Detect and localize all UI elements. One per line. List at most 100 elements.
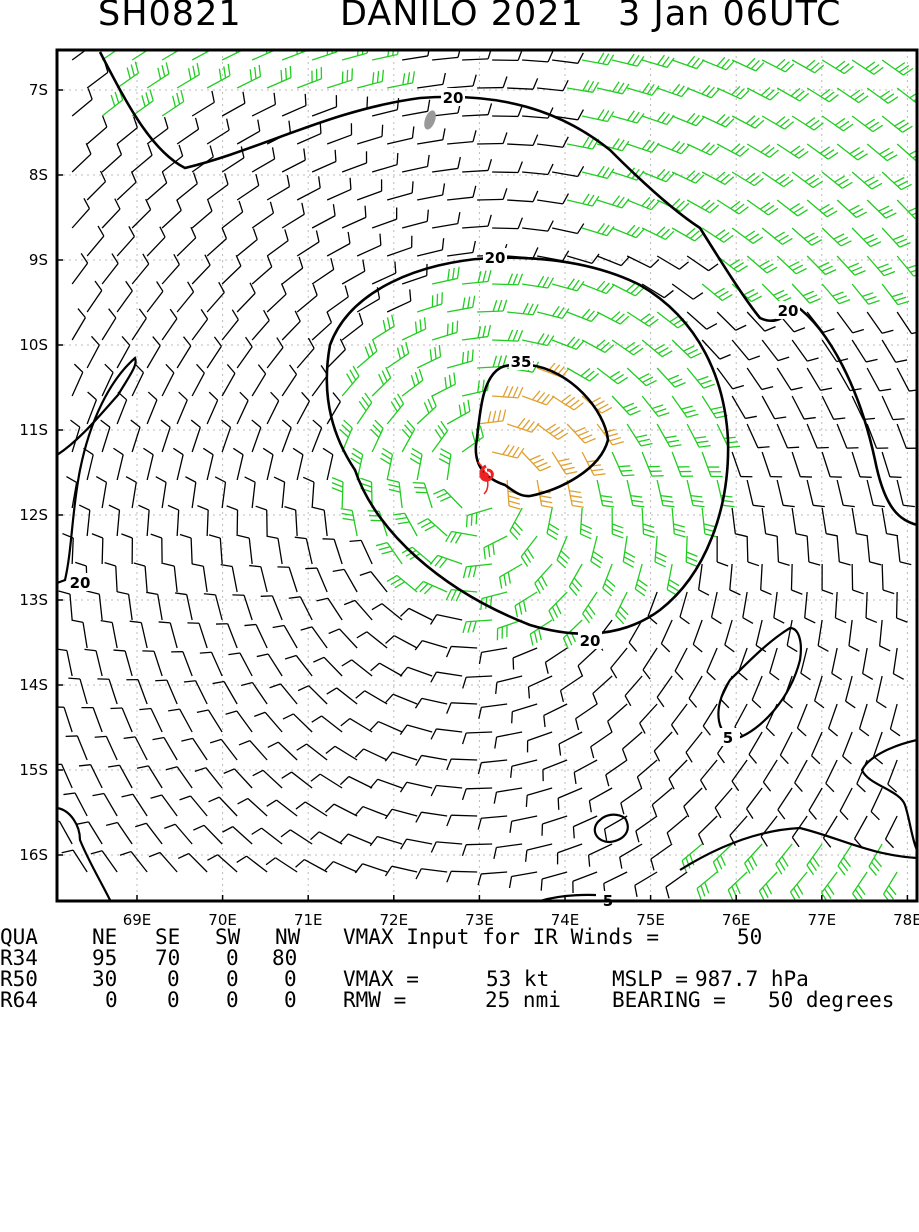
wind-barb bbox=[852, 564, 864, 594]
wind-barb bbox=[168, 505, 179, 536]
row-label: R34 bbox=[0, 947, 38, 969]
wind-barb bbox=[743, 592, 753, 623]
wind-barb bbox=[431, 729, 462, 739]
wind-barb bbox=[447, 871, 477, 882]
wind-barb bbox=[732, 116, 764, 129]
wind-barb bbox=[792, 508, 807, 536]
wind-barb bbox=[512, 704, 537, 723]
wind-barb bbox=[207, 228, 226, 256]
wind-barb bbox=[285, 655, 312, 676]
wind-barb bbox=[357, 632, 387, 648]
wind-barb bbox=[340, 777, 372, 788]
wind-barb bbox=[807, 424, 829, 448]
vmax-label: VMAX = bbox=[343, 968, 419, 990]
wind-barb bbox=[792, 452, 812, 477]
wind-barb bbox=[477, 188, 507, 200]
r64-sw: 0 bbox=[226, 989, 239, 1011]
wind-barb bbox=[357, 234, 381, 256]
wind-barb bbox=[549, 592, 567, 621]
wind-barb bbox=[161, 420, 170, 452]
wind-barb bbox=[492, 218, 522, 229]
wind-barb bbox=[360, 572, 387, 592]
wind-barb bbox=[270, 684, 298, 704]
wind-barb bbox=[627, 368, 656, 386]
wind-barb bbox=[822, 508, 837, 536]
wind-barb bbox=[151, 534, 162, 564]
wind-barb bbox=[254, 712, 282, 732]
wind-barb bbox=[312, 312, 331, 340]
lat-label: 10S bbox=[19, 336, 48, 354]
wind-barb bbox=[432, 212, 460, 228]
wind-barb bbox=[101, 420, 110, 452]
wind-barb bbox=[386, 636, 418, 648]
wind-barb bbox=[597, 256, 629, 266]
wind-barb bbox=[478, 760, 507, 774]
wind-barb bbox=[151, 795, 178, 816]
wind-barb bbox=[282, 420, 291, 452]
wind-barb bbox=[113, 448, 123, 480]
wind-barb bbox=[216, 624, 237, 648]
wind-barb bbox=[209, 535, 222, 564]
wind-barb bbox=[113, 650, 132, 676]
wind-barb bbox=[612, 54, 644, 66]
wind-barb bbox=[446, 532, 477, 544]
wind-barb bbox=[707, 648, 717, 680]
wind-barb bbox=[667, 564, 679, 596]
wind-barb bbox=[410, 448, 422, 480]
wind-barb bbox=[267, 66, 291, 88]
wind-barb bbox=[237, 174, 259, 200]
wind-barb bbox=[325, 862, 357, 872]
wind-barb bbox=[132, 309, 146, 340]
wind-barb bbox=[871, 788, 882, 820]
wind-barb bbox=[342, 206, 366, 228]
wind-barb bbox=[72, 33, 93, 60]
wind-barb bbox=[761, 564, 772, 595]
wind-barb bbox=[762, 228, 792, 244]
wind-barb bbox=[497, 620, 522, 640]
wind-barb bbox=[495, 732, 522, 749]
header-nw: NW bbox=[275, 926, 300, 948]
wind-barb bbox=[417, 73, 445, 88]
r50-nw: 0 bbox=[284, 968, 297, 990]
wind-barb bbox=[357, 70, 383, 88]
wind-barb bbox=[732, 760, 747, 791]
wind-barb bbox=[616, 592, 629, 624]
wind-barb bbox=[492, 274, 522, 285]
wind-barb bbox=[807, 536, 820, 565]
wind-barb bbox=[357, 393, 372, 424]
wind-barb bbox=[447, 241, 475, 256]
wind-barb bbox=[168, 709, 192, 732]
wind-barb bbox=[385, 694, 417, 704]
wind-barb bbox=[184, 681, 207, 704]
wind-barb bbox=[582, 109, 614, 121]
wind-barb bbox=[642, 396, 669, 416]
wind-barb bbox=[385, 752, 417, 761]
wind-barb bbox=[72, 309, 85, 340]
contour-5-west bbox=[57, 358, 136, 583]
r50-se: 0 bbox=[167, 968, 180, 990]
wind-barb bbox=[296, 802, 327, 816]
wind-barb bbox=[447, 186, 476, 200]
wind-barb bbox=[787, 620, 797, 652]
wind-barb bbox=[431, 672, 462, 682]
wind-barb bbox=[146, 592, 162, 620]
wind-barb bbox=[749, 732, 762, 763]
wind-barb bbox=[135, 823, 162, 844]
wind-barb bbox=[244, 624, 267, 648]
wind-barb bbox=[126, 680, 147, 704]
wind-barb bbox=[387, 236, 412, 256]
wind-barb bbox=[222, 201, 243, 228]
wind-barb bbox=[332, 478, 343, 508]
wind-barb bbox=[267, 283, 286, 312]
wind-barb bbox=[552, 224, 584, 234]
wind-barb bbox=[511, 760, 538, 778]
wind-barb bbox=[867, 256, 895, 276]
wind-barb bbox=[597, 480, 614, 507]
wind-barb bbox=[666, 872, 687, 898]
contour-southeast bbox=[862, 740, 917, 850]
wind-barb bbox=[222, 310, 238, 340]
contour-20-east bbox=[795, 305, 917, 525]
r34-sw: 0 bbox=[226, 947, 239, 969]
wind-barb bbox=[106, 823, 132, 844]
